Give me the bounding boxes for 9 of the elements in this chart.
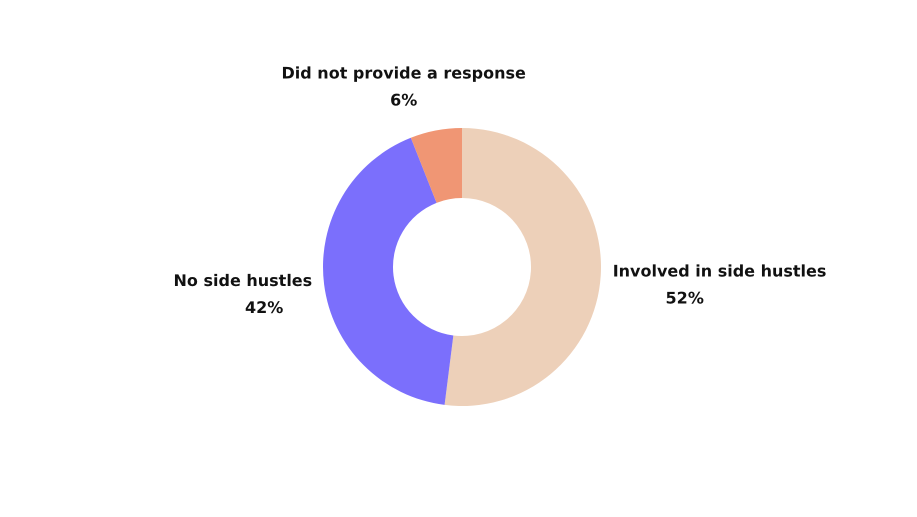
slice-label: Did not provide a response [282, 64, 526, 83]
data-label: 42% [245, 298, 284, 317]
data-label: 6% [390, 90, 418, 110]
slice-label: No side hustles [174, 270, 312, 290]
donut-slice [444, 128, 601, 406]
slice-label: Involved in side hustles [612, 261, 826, 280]
donut-slice [410, 128, 462, 203]
data-label: 52% [666, 288, 704, 308]
donut-slice [323, 138, 454, 405]
